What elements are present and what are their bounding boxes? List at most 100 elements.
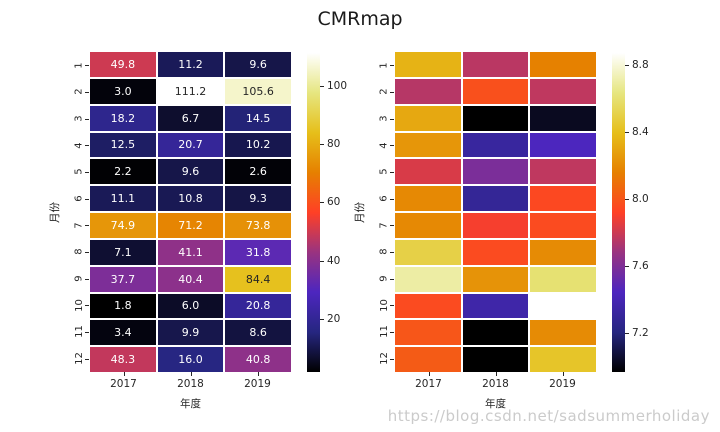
- heatmap-cell: 16.0: [157, 347, 224, 372]
- y-tick-label-text: 3: [378, 115, 390, 122]
- heatmap-cell: 1.8: [90, 293, 156, 319]
- heatmap-cell: 20.8: [225, 293, 291, 319]
- colorbar: [612, 53, 625, 372]
- y-tick-mark: [85, 225, 89, 227]
- y-tick-mark: [85, 92, 89, 93]
- y-axis-label-text: 月份: [48, 201, 61, 223]
- y-tick-label-text: 8: [378, 248, 390, 256]
- heatmap-cell: [462, 105, 529, 131]
- y-tick-mark: [85, 198, 89, 200]
- heatmap-cell: 48.3: [90, 347, 156, 372]
- y-tick-mark: [85, 332, 89, 333]
- y-tick-label-text: 1: [378, 62, 390, 69]
- y-tick-label-text: 10: [378, 298, 390, 312]
- watermark: https://blog.csdn.net/sadsummerholiday: [387, 407, 710, 425]
- heatmap-cell: 40.8: [225, 347, 291, 372]
- y-tick-label-text: 8: [73, 248, 85, 256]
- x-tick-label: 2017: [415, 378, 442, 390]
- colorbar-tick-label: 40: [327, 254, 341, 267]
- y-axis-label-left: 月份: [45, 52, 63, 372]
- x-tick-label: 2018: [177, 378, 204, 390]
- x-tick-mark: [428, 372, 430, 376]
- heatmap-cell: 111.2: [157, 78, 224, 104]
- colorbar-tick-label: 8.0: [632, 193, 649, 206]
- heatmap-cell: 10.8: [157, 186, 224, 211]
- y-tick-mark: [85, 172, 89, 173]
- x-tick-label: 2018: [482, 378, 509, 390]
- heatmap-cell: 9.6: [157, 159, 224, 185]
- heatmap-cell: [530, 239, 596, 265]
- y-tick-mark: [390, 358, 394, 360]
- heatmap-cell: [462, 239, 529, 265]
- colorbar-tick-mark: [320, 85, 324, 87]
- colorbar-tick-label: 8.4: [632, 125, 649, 138]
- heatmap-cell: [395, 293, 461, 319]
- heatmap-grid: 49.8 11.2 9.6 3.0 111.2 105.6 18.2 6.7 14.5 12.5 2…: [90, 52, 291, 372]
- heatmap-cell: 11.1: [90, 186, 156, 211]
- heatmap-cell: [530, 213, 596, 238]
- y-tick-label-text: 5: [73, 168, 85, 176]
- heatmap-cell: 9.9: [157, 320, 224, 346]
- x-tick-mark: [562, 372, 564, 376]
- colorbar-tick-label: 8.8: [632, 58, 649, 71]
- colorbar-tick-mark: [625, 199, 629, 201]
- y-tick-mark: [390, 332, 394, 333]
- x-tick-mark: [495, 372, 497, 376]
- colorbar: [307, 53, 320, 372]
- y-axis-label-text: 月份: [353, 201, 366, 223]
- heatmap-cell: [395, 186, 461, 211]
- y-tick-label-text: 11: [73, 325, 85, 339]
- heatmap-cell: 20.7: [157, 132, 224, 158]
- x-tick-label: 2017: [110, 378, 137, 390]
- y-tick-mark: [85, 278, 89, 280]
- y-tick-mark: [390, 252, 394, 253]
- y-tick-label-text: 12: [378, 352, 390, 366]
- y-tick-label-text: 6: [378, 195, 390, 202]
- colorbar-tick-label: 20: [327, 312, 341, 325]
- heatmap-cell: [462, 293, 529, 319]
- y-tick-mark: [390, 198, 394, 200]
- x-tick-label: 2019: [244, 378, 271, 390]
- heatmap-cell: [395, 213, 461, 238]
- heatmap-cell: 41.1: [157, 239, 224, 265]
- heatmap-grid: [395, 52, 596, 372]
- heatmap-cell: 31.8: [225, 239, 291, 265]
- heatmap-cell: [530, 132, 596, 158]
- y-tick-mark: [85, 145, 89, 147]
- x-tick-mark: [257, 372, 259, 376]
- heatmap-cell: [395, 239, 461, 265]
- y-axis-label-right: 月份: [350, 52, 368, 372]
- y-tick-label-text: 3: [73, 115, 85, 122]
- y-tick-mark: [390, 118, 394, 120]
- heatmap-cell: [395, 78, 461, 104]
- heatmap-cell: 18.2: [90, 105, 156, 131]
- heatmap-cell: [462, 213, 529, 238]
- colorbar-tick-mark: [320, 318, 324, 320]
- heatmap-cell: 2.2: [90, 159, 156, 185]
- y-tick-mark: [85, 358, 89, 360]
- heatmap-cell: 11.2: [157, 52, 224, 77]
- colorbar-tick-label: 7.6: [632, 260, 649, 273]
- colorbar-tick-mark: [625, 266, 629, 268]
- heatmap-cell: 74.9: [90, 213, 156, 238]
- y-tick-mark: [85, 65, 89, 67]
- y-tick-label-text: 6: [73, 195, 85, 202]
- heatmap-cell: [395, 320, 461, 346]
- colorbar-tick-mark: [625, 333, 629, 335]
- heatmap-cell: [395, 159, 461, 185]
- heatmap-cell: 10.2: [225, 132, 291, 158]
- heatmap-cell: [462, 78, 529, 104]
- y-tick-mark: [390, 92, 394, 93]
- figure-title: CMRmap: [317, 8, 403, 30]
- heatmap-cell: [462, 132, 529, 158]
- x-tick-mark: [123, 372, 125, 376]
- heatmap-cell: [462, 266, 529, 292]
- y-tick-mark: [390, 305, 394, 307]
- heatmap-cell: [462, 52, 529, 77]
- heatmap-cell: 7.1: [90, 239, 156, 265]
- colorbar-tick-mark: [320, 202, 324, 204]
- heatmap-cell: [462, 320, 529, 346]
- colorbar-tick-label: 100: [327, 79, 348, 92]
- heatmap-cell: [530, 52, 596, 77]
- y-tick-mark: [85, 252, 89, 253]
